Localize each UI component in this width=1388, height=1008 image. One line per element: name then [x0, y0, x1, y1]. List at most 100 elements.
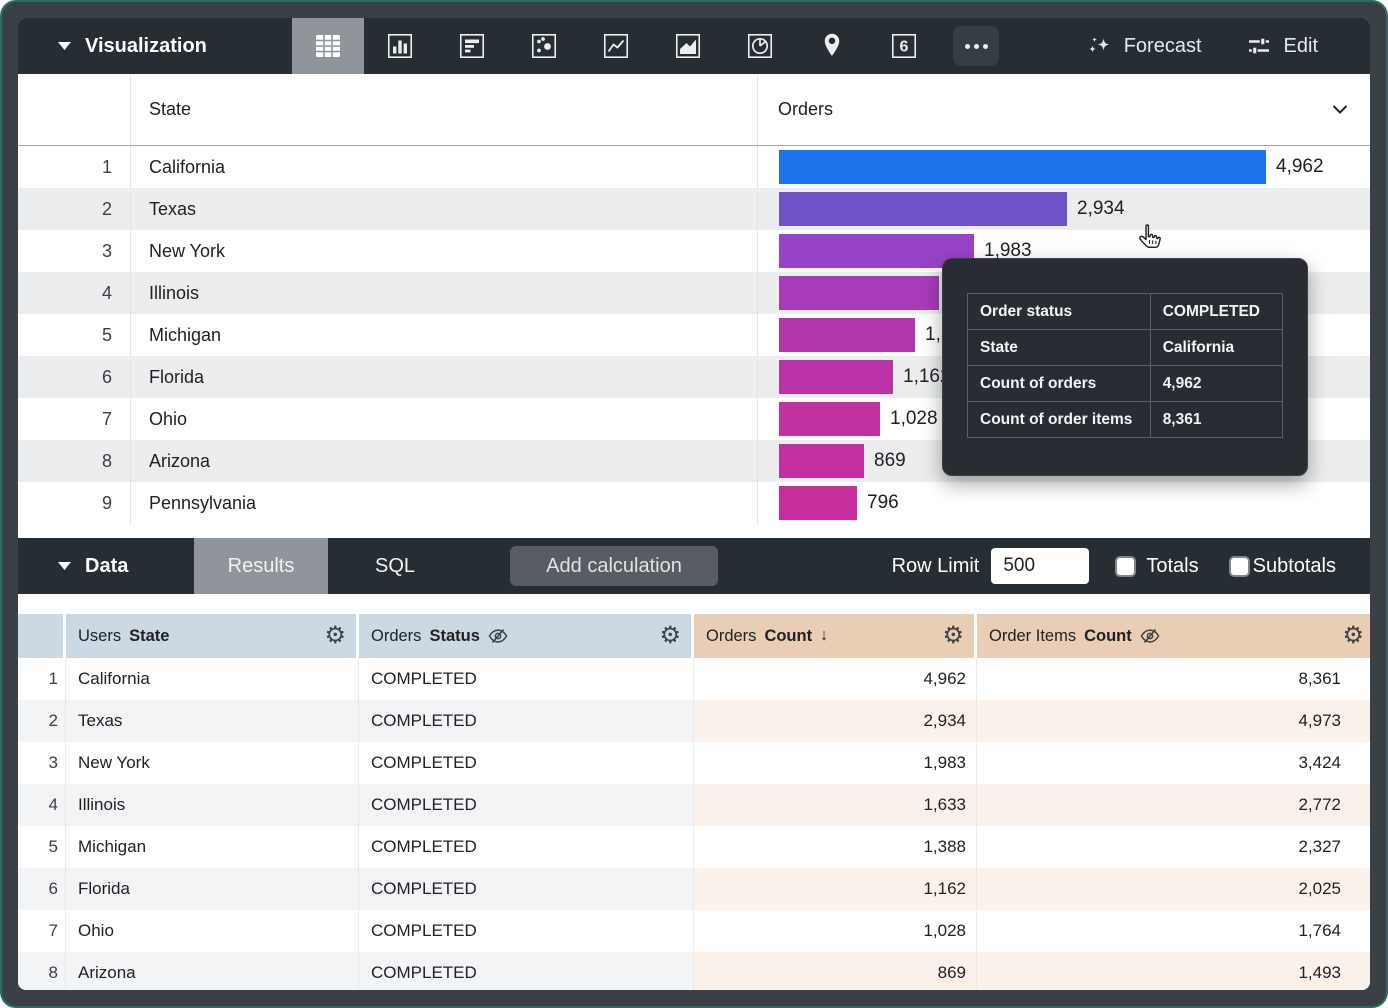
viz-bar[interactable]	[779, 402, 880, 436]
cell-state[interactable]: California	[66, 658, 359, 700]
viz-type-single-value-button[interactable]: 6	[868, 18, 940, 74]
cell-order-items-count[interactable]: 8,361	[977, 658, 1370, 700]
viz-table-header: State Orders	[18, 74, 1370, 146]
cell-status[interactable]: COMPLETED	[359, 910, 694, 952]
tab-sql[interactable]: SQL	[374, 554, 416, 577]
cell-order-items-count[interactable]: 1,493	[977, 952, 1370, 990]
cell-row-number: 5	[18, 826, 66, 868]
cell-status[interactable]: COMPLETED	[359, 742, 694, 784]
cell-status[interactable]: COMPLETED	[359, 700, 694, 742]
viz-header-number-col	[18, 74, 131, 145]
results-table-body: 1 California COMPLETED 4,962 8,361 2 Tex…	[18, 658, 1370, 990]
data-section-toggle[interactable]: Data	[18, 555, 194, 578]
gear-icon[interactable]: ⚙	[324, 622, 346, 649]
results-row: 4 Illinois COMPLETED 1,633 2,772	[18, 784, 1370, 826]
cell-state[interactable]: Texas	[66, 700, 359, 742]
viz-type-more-button[interactable]	[940, 18, 1012, 74]
cell-status[interactable]: COMPLETED	[359, 658, 694, 700]
cell-orders-count[interactable]: 4,962	[694, 658, 977, 700]
cell-orders-count[interactable]: 1,028	[694, 910, 977, 952]
viz-type-funnel-button[interactable]	[436, 18, 508, 74]
viz-bar[interactable]	[779, 192, 1067, 226]
cell-state[interactable]: Michigan	[66, 826, 359, 868]
header-order-items-count[interactable]: Order Items Count ⚙	[977, 614, 1370, 658]
edit-button[interactable]: Edit	[1246, 34, 1318, 58]
viz-row-number: 6	[18, 356, 131, 398]
hidden-field-eye-slash-icon	[1140, 629, 1160, 643]
viz-bar[interactable]	[779, 276, 939, 310]
tooltip-value: 4,962	[1149, 365, 1284, 402]
cell-order-items-count[interactable]: 2,772	[977, 784, 1370, 826]
viz-type-scatter-button[interactable]	[508, 18, 580, 74]
viz-row: 9 Pennsylvania 796	[18, 482, 1370, 524]
cell-state[interactable]: New York	[66, 742, 359, 784]
tab-results[interactable]: Results	[194, 538, 328, 594]
subtotals-checkbox[interactable]	[1228, 555, 1250, 577]
pie-chart-icon	[747, 33, 772, 58]
tooltip-row: Count of orders 4,962	[967, 365, 1284, 402]
gear-icon[interactable]: ⚙	[659, 622, 681, 649]
add-calculation-button[interactable]: Add calculation	[510, 546, 718, 586]
results-row: 3 New York COMPLETED 1,983 3,424	[18, 742, 1370, 784]
viz-type-bar-button[interactable]	[364, 18, 436, 74]
tooltip-label: Count of order items	[967, 401, 1151, 438]
cell-status[interactable]: COMPLETED	[359, 868, 694, 910]
more-options-icon	[953, 26, 999, 66]
viz-type-map-button[interactable]	[796, 18, 868, 74]
viz-row-state: California	[131, 146, 758, 188]
viz-type-table-button[interactable]	[292, 18, 364, 74]
cell-order-items-count[interactable]: 2,327	[977, 826, 1370, 868]
forecast-button[interactable]: Forecast	[1086, 34, 1202, 58]
viz-row-state: Ohio	[131, 398, 758, 440]
cell-order-items-count[interactable]: 2,025	[977, 868, 1370, 910]
viz-bar[interactable]	[779, 318, 915, 352]
viz-header-orders[interactable]: Orders	[758, 74, 1370, 145]
header-orders-status[interactable]: Orders Status ⚙	[359, 614, 694, 658]
viz-bar[interactable]	[779, 486, 857, 520]
viz-bar[interactable]	[779, 234, 974, 268]
header-orders-count[interactable]: Orders Count ↓ ⚙	[694, 614, 977, 658]
viz-row-number: 1	[18, 146, 131, 188]
viz-bar-value: 1,983	[984, 240, 1032, 261]
gear-icon[interactable]: ⚙	[942, 622, 964, 649]
row-limit-input[interactable]	[991, 548, 1090, 584]
hidden-field-eye-slash-icon	[488, 629, 508, 643]
cell-order-items-count[interactable]: 3,424	[977, 742, 1370, 784]
viz-bar[interactable]	[779, 444, 864, 478]
totals-checkbox[interactable]	[1115, 555, 1137, 577]
cell-status[interactable]: COMPLETED	[359, 826, 694, 868]
header-users-state[interactable]: Users State ⚙	[66, 614, 359, 658]
viz-header-state[interactable]: State	[131, 74, 758, 145]
cell-state[interactable]: Florida	[66, 868, 359, 910]
viz-row-number: 7	[18, 398, 131, 440]
viz-bar[interactable]	[779, 150, 1266, 184]
chevron-down-icon[interactable]	[1332, 105, 1348, 114]
cell-orders-count[interactable]: 1,633	[694, 784, 977, 826]
cell-orders-count[interactable]: 1,983	[694, 742, 977, 784]
cell-state[interactable]: Arizona	[66, 952, 359, 990]
cell-row-number: 6	[18, 868, 66, 910]
cell-state[interactable]: Ohio	[66, 910, 359, 952]
cell-status[interactable]: COMPLETED	[359, 784, 694, 826]
viz-bar-value: 4,962	[1276, 156, 1324, 177]
visualization-title: Visualization	[85, 34, 207, 57]
viz-row-state: Illinois	[131, 272, 758, 314]
gear-icon[interactable]: ⚙	[1342, 622, 1364, 649]
cell-orders-count[interactable]: 869	[694, 952, 977, 990]
cell-state[interactable]: Illinois	[66, 784, 359, 826]
visualization-section-toggle[interactable]: Visualization	[18, 35, 292, 58]
viz-bar[interactable]	[779, 360, 893, 394]
viz-row-state: Florida	[131, 356, 758, 398]
cell-status[interactable]: COMPLETED	[359, 952, 694, 990]
cell-order-items-count[interactable]: 1,764	[977, 910, 1370, 952]
cell-order-items-count[interactable]: 4,973	[977, 700, 1370, 742]
viz-type-line-button[interactable]	[580, 18, 652, 74]
viz-type-area-button[interactable]	[652, 18, 724, 74]
cell-orders-count[interactable]: 2,934	[694, 700, 977, 742]
viz-bar-value: 2,934	[1077, 198, 1125, 219]
cell-orders-count[interactable]: 1,162	[694, 868, 977, 910]
edit-settings-icon	[1248, 37, 1269, 55]
cell-orders-count[interactable]: 1,388	[694, 826, 977, 868]
results-row: 2 Texas COMPLETED 2,934 4,973	[18, 700, 1370, 742]
viz-type-pie-button[interactable]	[724, 18, 796, 74]
